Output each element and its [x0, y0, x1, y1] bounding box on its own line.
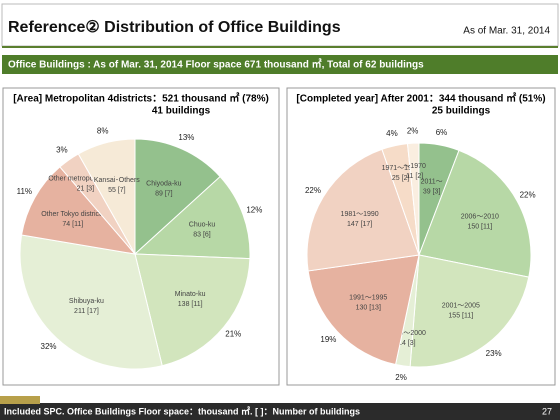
percent-label: 2%	[395, 373, 407, 382]
pie-slice	[19, 234, 163, 370]
pie-slice	[409, 254, 530, 368]
slice-label: Shibuya-ku	[69, 298, 104, 305]
pie-slice	[306, 148, 420, 272]
slice-value: 21 [3]	[77, 185, 95, 192]
percent-label: 13%	[178, 133, 194, 142]
banner	[2, 55, 558, 74]
percent-label: 8%	[97, 126, 109, 135]
slice-label: 1996～2000	[388, 330, 426, 337]
footer-accent	[0, 396, 40, 404]
chart-subtitle: 41 buildings	[152, 106, 211, 117]
slice-value: 74 [11]	[62, 221, 83, 228]
slice-value: 25 [2]	[392, 175, 410, 182]
percent-label: 11%	[17, 187, 32, 196]
slice-value: 11 [2]	[406, 173, 423, 180]
pie-slice	[21, 166, 137, 255]
title-box	[1, 3, 559, 47]
pie-slice	[134, 138, 221, 256]
slice-label: 1991～1995	[349, 294, 387, 301]
pie-slice	[77, 138, 136, 256]
pie-slice	[134, 253, 251, 367]
chart-title: [Completed year] After 2001：344 thousand…	[296, 92, 545, 105]
slice-value: 155 [11]	[448, 312, 473, 319]
slice-value: 130 [13]	[356, 304, 381, 311]
slice-label: ～1970	[403, 163, 426, 170]
slice-label: Minato-ku	[175, 291, 206, 298]
slice-value: 39 [3]	[423, 189, 441, 196]
chart-title: [Area] Metropolitan 4districts：521 thous…	[13, 92, 269, 105]
slice-label: Other metropolitan area	[48, 175, 122, 182]
slice-label: 2001～2005	[442, 302, 480, 309]
percent-label: 22%	[520, 190, 536, 199]
percent-label: 3%	[56, 145, 68, 154]
percent-label: 6%	[436, 128, 448, 137]
slice-value: 89 [7]	[155, 191, 173, 198]
pie-slice	[133, 175, 251, 260]
slice-label: Other Tokyo districts	[41, 211, 105, 218]
slice-label: 2006～2010	[461, 213, 499, 220]
footnote: Included SPC. Office Buildings Floor spa…	[4, 405, 360, 416]
banner-text: Office Buildings : As of Mar. 31, 2014 F…	[8, 58, 424, 71]
slice-value: 14 [3]	[398, 340, 416, 347]
slice-value: 138 [11]	[178, 301, 203, 308]
percent-label: 4%	[386, 129, 398, 138]
percent-label: 2%	[407, 126, 419, 135]
percent-label: 21%	[225, 330, 241, 339]
slice-value: 55 [7]	[108, 187, 126, 194]
pie-slice	[418, 149, 532, 278]
slice-label: 2011～	[421, 179, 443, 186]
slice-value: 147 [17]	[347, 221, 372, 228]
percent-label: 23%	[486, 349, 502, 358]
date: As of Mar. 31, 2014	[463, 26, 550, 37]
page-number: 27	[542, 406, 552, 416]
percent-label: 22%	[305, 186, 321, 195]
slice-value: 211 [17]	[74, 308, 99, 315]
slice-value: 150 [11]	[467, 223, 492, 230]
slice-value: 83 [6]	[193, 231, 211, 238]
percent-label: 32%	[41, 342, 57, 351]
footer-bar	[0, 403, 560, 420]
slice-label: 1971～1980	[382, 165, 420, 172]
slice-label: Chiyoda-ku	[146, 181, 182, 188]
chart-subtitle: 25 buildings	[432, 106, 491, 117]
percent-label: 19%	[320, 335, 336, 344]
slice-label: Kansai･Others	[94, 177, 140, 184]
slice-label: Chuo-ku	[189, 221, 216, 228]
pie-slice	[307, 254, 420, 366]
slide-title: Reference② Distribution of Office Buildi…	[8, 19, 341, 36]
percent-label: 12%	[246, 206, 262, 215]
pie-slice	[406, 142, 420, 256]
slice-label: 1981～1990	[341, 211, 379, 218]
